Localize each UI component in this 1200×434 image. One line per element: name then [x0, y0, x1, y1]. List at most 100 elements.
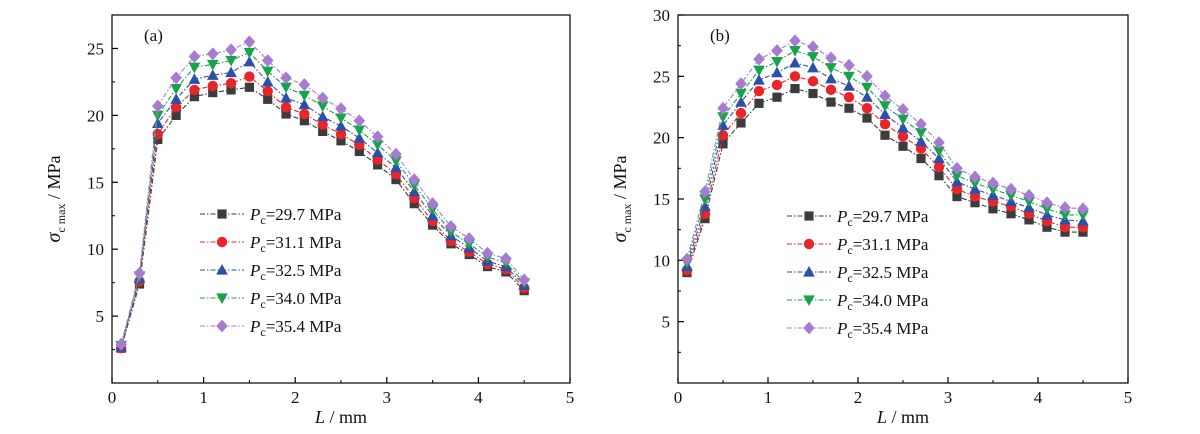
legend-marker [216, 293, 228, 304]
data-point [844, 103, 854, 113]
data-point [735, 88, 747, 100]
data-point [518, 273, 530, 287]
data-point [771, 79, 783, 91]
legend-marker [216, 236, 228, 248]
data-point [189, 92, 200, 102]
data-point [718, 139, 728, 149]
data-point [225, 78, 237, 89]
data-point [373, 160, 383, 170]
x-tick-label: 2 [854, 388, 863, 407]
data-point [445, 220, 457, 233]
data-point [391, 174, 401, 185]
data-point [861, 69, 873, 83]
legend-label: Pc=32.5 MPa [249, 261, 342, 283]
data-point [244, 82, 254, 92]
chart-panel-b: 0 1 2 3 4 5 5 10 15 20 25 30 (b) L / mm σc max / MPa Pc… [609, 6, 1132, 427]
data-point [262, 86, 273, 97]
y-tick-label: 10 [653, 251, 670, 270]
legend-label: Pc=31.1 MPa [249, 233, 342, 255]
legend-marker [804, 211, 814, 221]
data-point [390, 147, 402, 161]
data-point [915, 117, 927, 131]
data-point [353, 114, 366, 128]
data-point [789, 34, 801, 48]
data-point [500, 252, 512, 265]
data-point [699, 208, 711, 219]
x-tick-label: 1 [764, 388, 773, 407]
data-point [970, 198, 980, 208]
data-point [843, 91, 855, 103]
data-point [753, 52, 765, 66]
legend-marker [803, 266, 815, 277]
legend-label: Pc=29.7 MPa [836, 207, 929, 229]
data-point [243, 47, 256, 59]
data-point [969, 191, 981, 202]
series-line [686, 40, 1084, 260]
x-axis-title: L / mm [314, 407, 367, 427]
y-tick-label: 20 [87, 106, 104, 125]
data-point [843, 80, 855, 91]
data-point [353, 125, 366, 137]
legend-label: Pc=34.0 MPa [249, 289, 342, 311]
data-point [1006, 209, 1016, 219]
data-point [735, 107, 747, 119]
data-point [1023, 188, 1035, 202]
data-point [969, 178, 981, 190]
data-point [915, 128, 927, 139]
data-point [170, 71, 182, 85]
data-point [1005, 182, 1017, 196]
data-point [933, 136, 945, 149]
legend-marker [216, 319, 228, 333]
data-point [1077, 202, 1089, 216]
y-tick-label: 25 [87, 39, 104, 58]
data-point [879, 108, 891, 119]
data-point [1059, 201, 1071, 214]
data-point [916, 153, 926, 164]
legend-marker [216, 264, 228, 275]
data-point [753, 65, 765, 77]
y-tick-label: 5 [662, 313, 671, 332]
data-point [299, 108, 310, 120]
data-point [336, 136, 346, 146]
legend-label: Pc=35.4 MPa [836, 319, 929, 341]
series-line [686, 49, 1083, 263]
legend-label: Pc=29.7 MPa [249, 205, 342, 227]
data-point [189, 84, 200, 96]
data-point [825, 51, 837, 65]
data-point [409, 199, 419, 209]
data-point [825, 84, 837, 96]
data-point [861, 103, 873, 114]
legend-marker [803, 295, 815, 306]
legend-label: Pc=34.0 MPa [836, 291, 929, 313]
legend-marker [803, 321, 815, 335]
data-point [226, 85, 236, 95]
data-point [807, 76, 819, 87]
data-point [280, 102, 292, 113]
data-point [153, 134, 163, 145]
data-point [371, 146, 384, 158]
data-point [281, 109, 291, 119]
data-point [171, 110, 181, 120]
data-point [206, 69, 219, 80]
data-point [115, 337, 127, 351]
data-point [862, 113, 872, 123]
panel-label: (b) [710, 26, 730, 45]
data-point [280, 71, 292, 85]
data-point [426, 197, 439, 211]
x-tick-label: 3 [383, 388, 392, 407]
data-point [1041, 204, 1053, 215]
data-point [717, 119, 729, 130]
data-point [261, 54, 274, 67]
data-point [951, 183, 963, 195]
data-point [335, 113, 347, 125]
data-point [825, 72, 837, 84]
data-point [261, 66, 274, 78]
data-point [879, 89, 891, 103]
data-point [152, 128, 163, 140]
data-point [170, 102, 182, 113]
data-point [335, 128, 347, 140]
data-point [897, 114, 909, 126]
data-point [969, 170, 981, 184]
data-point [206, 47, 219, 61]
data-point [933, 161, 945, 173]
